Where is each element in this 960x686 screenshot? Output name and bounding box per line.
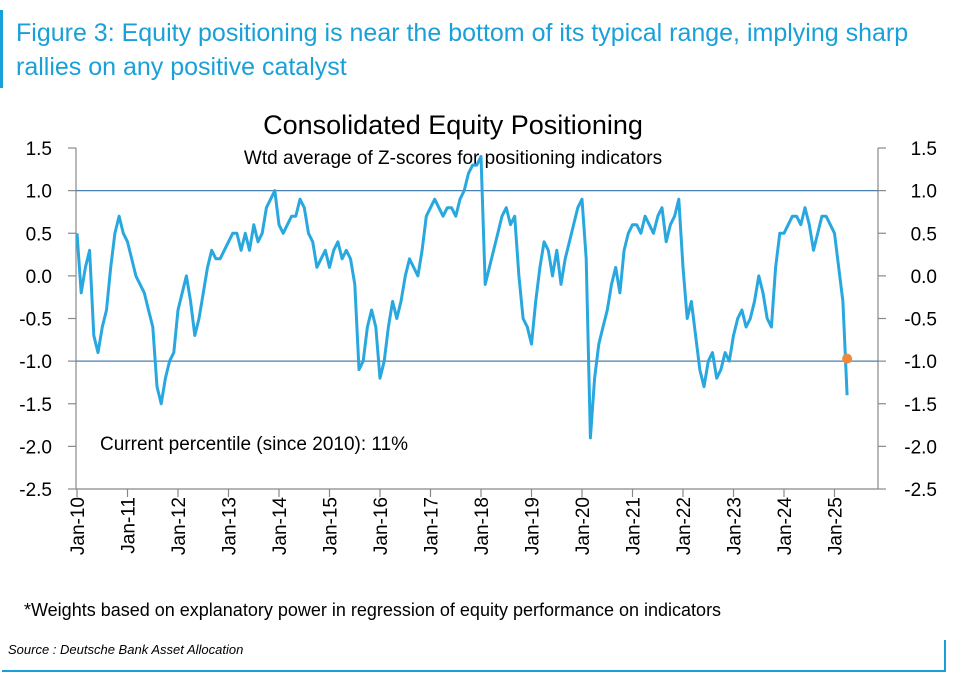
x-tick-label: Jan-24 bbox=[775, 497, 796, 556]
y-tick-label-right: 1.0 bbox=[911, 182, 937, 203]
frame-accent-bottom bbox=[2, 670, 946, 672]
y-tick-label-left: 1.0 bbox=[26, 182, 52, 203]
y-tick-label-right: -0.5 bbox=[904, 310, 937, 331]
x-tick-label: Jan-16 bbox=[371, 497, 392, 555]
x-tick-label: Jan-23 bbox=[725, 497, 746, 555]
source-note: Source : Deutsche Bank Asset Allocation bbox=[8, 642, 244, 657]
x-tick-label: Jan-11 bbox=[119, 497, 140, 554]
frame-accent-left bbox=[0, 10, 3, 88]
y-tick-label-left: 1.5 bbox=[26, 139, 52, 160]
frame-accent-right bbox=[944, 640, 946, 672]
y-tick-label-right: -2.0 bbox=[904, 437, 937, 458]
y-tick-label-left: 0.5 bbox=[26, 224, 52, 245]
figure-title: Figure 3: Equity positioning is near the… bbox=[16, 19, 909, 81]
x-tick-label: Jan-18 bbox=[472, 497, 493, 555]
series-line bbox=[75, 155, 849, 440]
x-tick-label: Jan-20 bbox=[573, 497, 594, 555]
y-tick-label-right: 1.5 bbox=[911, 139, 937, 160]
x-tick-label: Jan-13 bbox=[220, 497, 241, 555]
y-tick-label-left: 0.0 bbox=[26, 267, 52, 288]
y-tick-label-right: 0.5 bbox=[911, 224, 937, 245]
x-tick-label: Jan-19 bbox=[523, 497, 544, 555]
chart-title: Consolidated Equity Positioning bbox=[263, 110, 643, 140]
x-tick-label: Jan-14 bbox=[270, 497, 291, 556]
x-tick-label: Jan-12 bbox=[169, 497, 190, 555]
y-tick-labels-left: 1.5 1.0 0.5 0.0 -0.5 -1.0 -1.5 -2.0 -2.5 bbox=[19, 139, 52, 501]
x-tick-label: Jan-15 bbox=[321, 497, 342, 555]
chart-subtitle: Wtd average of Z-scores for positioning … bbox=[244, 148, 662, 169]
x-tick-label: Jan-22 bbox=[674, 497, 695, 555]
y-tick-label-left: -1.5 bbox=[19, 395, 52, 416]
x-tick-label: Jan-10 bbox=[68, 497, 89, 555]
y-tick-label-right: 0.0 bbox=[911, 267, 937, 288]
y-tick-label-right: -1.0 bbox=[904, 352, 937, 373]
y-tick-label-left: -0.5 bbox=[19, 310, 52, 331]
x-tick-label: Jan-25 bbox=[826, 497, 847, 555]
current-point-marker bbox=[842, 353, 853, 364]
y-tick-labels-right: 1.5 1.0 0.5 0.0 -0.5 -1.0 -1.5 -2.0 -2.5 bbox=[904, 139, 937, 501]
y-tick-label-left: -1.0 bbox=[19, 352, 52, 373]
reference-lines bbox=[76, 189, 878, 362]
percentile-annotation: Current percentile (since 2010): 11% bbox=[100, 434, 408, 455]
y-tick-label-right: -2.5 bbox=[904, 480, 937, 501]
x-tick-labels: Jan-10 Jan-11 Jan-12 Jan-13 Jan-14 Jan-15 Jan-… bbox=[68, 497, 847, 556]
y-tick-label-left: -2.0 bbox=[19, 437, 52, 458]
x-tick-label: Jan-17 bbox=[422, 497, 443, 555]
y-tick-label-left: -2.5 bbox=[19, 480, 52, 501]
weights-footnote: *Weights based on explanatory power in r… bbox=[24, 600, 721, 620]
y-tick-label-right: -1.5 bbox=[904, 395, 937, 416]
x-tick-label: Jan-21 bbox=[624, 497, 645, 555]
axes bbox=[68, 147, 886, 497]
